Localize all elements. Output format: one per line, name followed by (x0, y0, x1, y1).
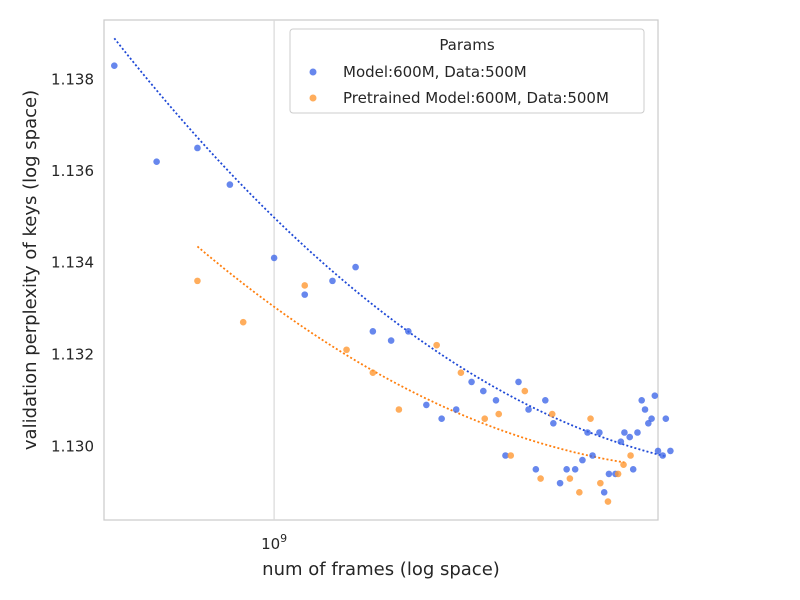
y-tick-label-1: 1.132 (51, 345, 94, 363)
point-series-1-20 (532, 466, 540, 473)
point-series-1-4 (270, 254, 278, 262)
point-series-2-13 (548, 410, 556, 418)
point-series-1-2 (194, 144, 201, 152)
point-series-1-35 (626, 433, 634, 441)
point-series-1-10 (405, 328, 412, 335)
point-series-1-36 (629, 466, 637, 473)
point-series-2-5 (395, 406, 403, 413)
point-series-1-29 (596, 429, 603, 436)
point-series-2-12 (537, 475, 544, 482)
point-series-1-41 (648, 415, 655, 422)
y-tick-label-2: 1.134 (51, 254, 94, 272)
legend-title: Params (439, 36, 495, 54)
point-series-2-1 (239, 318, 247, 326)
legend-marker-series-1 (309, 68, 317, 76)
point-series-1-3 (226, 181, 234, 188)
point-series-1-38 (638, 397, 645, 404)
point-series-1-45 (662, 415, 670, 422)
point-series-1-22 (550, 420, 557, 427)
point-series-2-4 (369, 369, 377, 377)
data-points (111, 62, 674, 505)
tick-labels: 109 1.130 1.132 1.134 1.136 1.138 (51, 70, 287, 553)
point-series-1-14 (468, 378, 475, 386)
point-series-1-1 (153, 158, 160, 166)
point-series-1-8 (369, 328, 377, 335)
point-series-2-17 (597, 479, 604, 487)
point-series-2-9 (495, 410, 503, 418)
point-series-2-7 (457, 369, 465, 377)
point-series-1-23 (556, 479, 564, 487)
point-series-1-28 (589, 452, 596, 459)
legend-marker-series-2 (309, 94, 317, 102)
point-series-1-39 (641, 406, 649, 413)
point-series-1-16 (492, 397, 500, 404)
point-series-2-2 (301, 282, 309, 289)
y-tick-label-3: 1.136 (51, 162, 94, 180)
point-series-1-17 (502, 452, 509, 459)
point-series-1-44 (659, 452, 667, 459)
point-series-1-13 (452, 406, 460, 413)
x-tick-label-0: 109 (261, 532, 287, 553)
point-series-1-19 (525, 406, 532, 413)
x-axis-label: num of frames (log space) (262, 559, 500, 580)
point-series-1-33 (617, 438, 625, 446)
point-series-1-40 (645, 420, 652, 427)
point-series-1-9 (387, 337, 395, 344)
point-series-2-3 (343, 346, 350, 354)
point-series-2-14 (566, 475, 574, 482)
point-series-2-21 (627, 452, 634, 459)
point-series-2-6 (433, 341, 440, 349)
legend-label-series-1: Model:600M, Data:500M (343, 63, 527, 81)
y-tick-label-0: 1.130 (51, 437, 94, 455)
point-series-1-0 (111, 62, 118, 69)
point-series-2-15 (576, 489, 583, 496)
point-series-1-34 (621, 429, 628, 436)
point-series-1-26 (579, 456, 586, 464)
point-series-1-25 (571, 466, 579, 473)
point-series-1-7 (352, 263, 359, 271)
legend-box (289, 28, 645, 114)
point-series-2-20 (620, 461, 627, 469)
y-tick-label-4: 1.138 (51, 70, 94, 88)
point-series-1-30 (600, 489, 608, 496)
legend: Params Model:600M, Data:500M Pretrained … (289, 28, 645, 114)
point-series-1-18 (515, 378, 522, 386)
point-series-1-11 (423, 401, 430, 409)
point-series-2-10 (507, 452, 515, 459)
point-series-2-0 (194, 277, 201, 285)
legend-label-series-2: Pretrained Model:600M, Data:500M (343, 89, 609, 107)
point-series-1-43 (654, 447, 662, 455)
y-axis-label: validation perplexity of keys (log space… (20, 90, 41, 450)
point-series-1-5 (301, 291, 309, 298)
point-series-1-46 (667, 447, 674, 455)
point-series-2-19 (614, 470, 622, 478)
point-series-1-6 (329, 277, 336, 285)
point-series-1-27 (584, 429, 591, 436)
point-series-1-31 (605, 470, 613, 478)
point-series-2-11 (521, 387, 529, 395)
point-series-1-24 (563, 466, 570, 473)
point-series-1-15 (480, 387, 487, 395)
point-series-1-42 (651, 392, 659, 400)
point-series-2-16 (587, 415, 594, 422)
point-series-1-12 (438, 415, 445, 422)
point-series-2-18 (604, 498, 612, 505)
point-series-1-37 (634, 429, 641, 436)
point-series-2-8 (481, 415, 489, 422)
point-series-1-21 (542, 397, 549, 404)
